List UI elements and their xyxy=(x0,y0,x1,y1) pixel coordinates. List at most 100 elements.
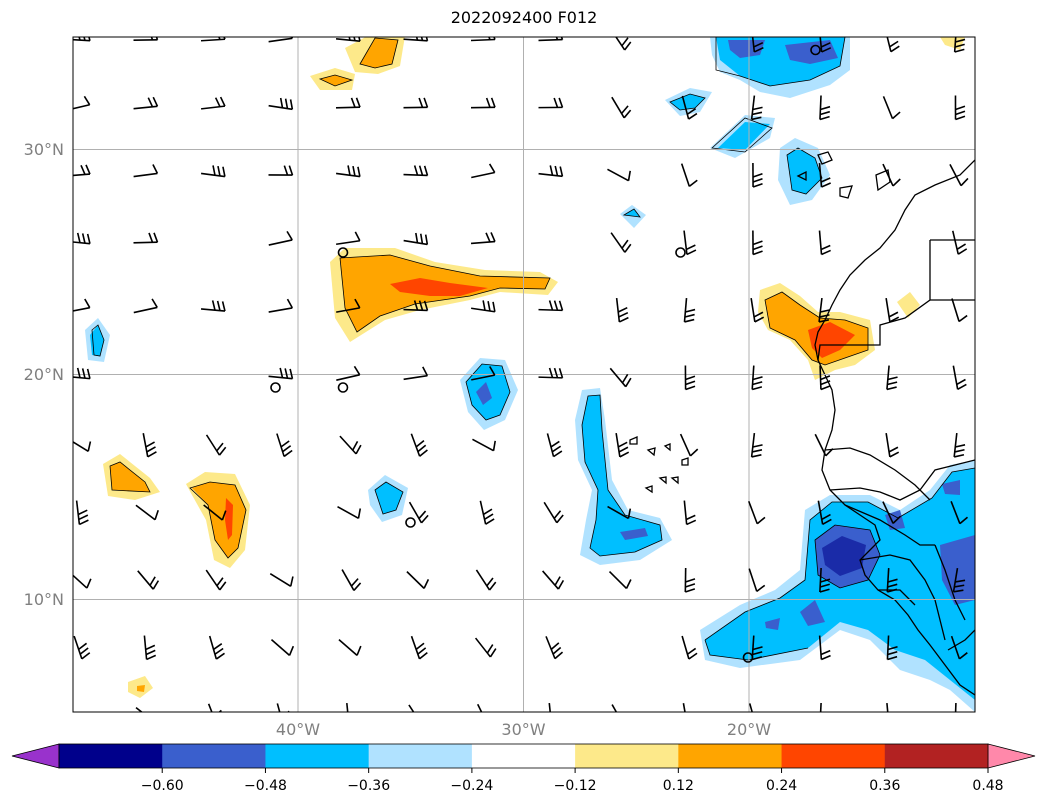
wind-barb xyxy=(336,165,361,178)
wind-barb xyxy=(269,573,294,587)
wind-barb xyxy=(538,37,564,42)
lat-label-20n: 20°N xyxy=(24,365,64,384)
wind-barb xyxy=(133,96,159,110)
wind-barb xyxy=(886,702,889,712)
wind-barb xyxy=(205,434,227,456)
wind-barb xyxy=(336,231,361,246)
wind-barb xyxy=(475,569,497,591)
wind-barb xyxy=(268,367,294,380)
wind-barb xyxy=(950,501,969,525)
gridline-layer xyxy=(73,37,975,712)
colorbar-cell xyxy=(781,744,886,768)
wind-barb xyxy=(615,37,632,51)
wind-barb xyxy=(954,95,966,121)
map-frame xyxy=(72,36,976,713)
wind-barb xyxy=(548,702,551,712)
wind-barb xyxy=(336,365,361,381)
lon-label-30w: 30°W xyxy=(501,720,545,739)
wind-barb xyxy=(338,639,362,656)
wind-barb xyxy=(276,433,293,458)
wind-barb xyxy=(133,37,159,41)
wind-barb xyxy=(752,230,763,256)
wind-barb xyxy=(207,703,222,712)
wind-barb xyxy=(200,165,226,178)
wind-barb xyxy=(133,232,159,244)
wind-barb xyxy=(142,433,157,458)
wind-barb xyxy=(403,37,429,42)
calm-wind-marker xyxy=(337,247,349,258)
wind-barb xyxy=(538,97,564,109)
wind-barb xyxy=(538,165,564,178)
wind-barb xyxy=(471,163,496,179)
colorbar-frame xyxy=(58,743,989,769)
wind-barb xyxy=(609,367,632,388)
colorbar-cell xyxy=(162,744,266,768)
wind-barb xyxy=(683,230,697,256)
wind-barb xyxy=(615,297,629,323)
wind-barb xyxy=(748,500,766,525)
wind-barb xyxy=(276,703,290,712)
wind-barb xyxy=(615,433,630,458)
colorbar-cell xyxy=(59,744,163,768)
calm-wind-marker xyxy=(337,382,349,393)
wind-barb xyxy=(679,433,699,457)
wind-barb xyxy=(546,433,563,458)
wind-barb xyxy=(751,37,764,53)
wind-barb xyxy=(472,438,497,452)
wind-barb-layer xyxy=(73,37,1023,712)
wind-barb xyxy=(203,504,227,521)
lon-label-40w: 40°W xyxy=(276,720,320,739)
wind-barb xyxy=(268,298,294,313)
wind-barb xyxy=(268,165,294,176)
calm-wind-marker xyxy=(270,382,281,393)
wind-barb xyxy=(752,162,763,188)
contour-line-layer xyxy=(91,37,975,661)
wind-barb xyxy=(611,704,618,712)
wind-barb xyxy=(751,635,763,661)
wind-barb xyxy=(751,365,763,391)
wind-barb xyxy=(684,567,696,593)
wind-barb xyxy=(814,433,834,457)
wind-barb xyxy=(73,441,92,452)
wind-barb xyxy=(471,366,496,381)
wind-barb xyxy=(474,637,497,658)
wind-barb xyxy=(200,96,226,110)
colorbar-cells xyxy=(59,744,989,768)
wind-barb xyxy=(341,569,362,591)
wind-barb xyxy=(882,501,901,524)
colorbar-cell xyxy=(368,744,473,768)
wind-barb xyxy=(408,501,429,524)
wind-barb xyxy=(952,568,966,593)
wind-barb xyxy=(886,635,898,661)
wind-barb xyxy=(952,365,967,391)
wind-barb xyxy=(817,500,832,526)
wind-barb xyxy=(470,232,496,245)
wind-barb xyxy=(270,638,295,657)
wind-barb xyxy=(408,704,415,712)
wind-barb xyxy=(200,37,226,42)
wind-barb xyxy=(135,707,143,712)
wind-barb xyxy=(479,500,495,525)
colorbar-cell xyxy=(471,744,576,768)
wind-barb xyxy=(336,298,361,313)
wind-barb xyxy=(135,504,159,521)
wind-barb xyxy=(607,168,632,182)
wind-barb xyxy=(73,298,91,312)
wind-barb xyxy=(205,569,227,591)
wind-barb xyxy=(951,230,968,255)
wind-barb xyxy=(268,230,293,246)
wind-barb xyxy=(208,635,225,660)
calm-wind-marker xyxy=(1014,248,1023,257)
wind-barb xyxy=(73,95,91,110)
wind-barb xyxy=(885,298,900,323)
wind-barb xyxy=(886,567,898,593)
wind-barb xyxy=(410,433,428,457)
wind-barb xyxy=(73,574,92,589)
colorbar-cell xyxy=(884,744,989,768)
wind-barb xyxy=(682,703,686,712)
colorbar-tick-label: −0.48 xyxy=(244,778,287,794)
wind-barb xyxy=(73,635,91,660)
wind-barb xyxy=(268,97,294,111)
wind-barb xyxy=(681,95,698,120)
